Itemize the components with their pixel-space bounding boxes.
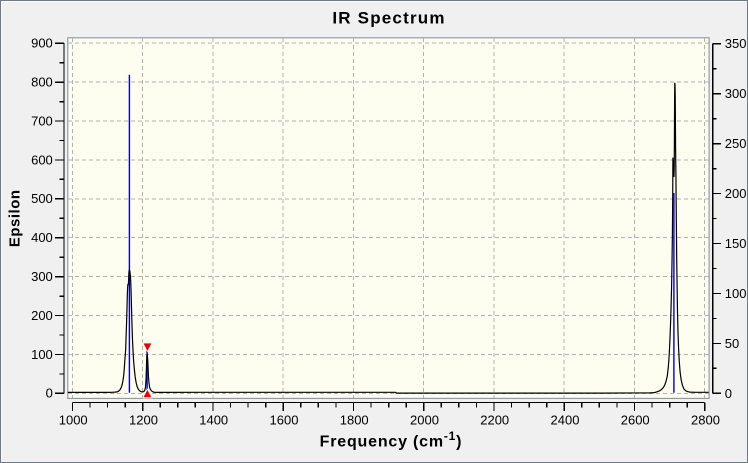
svg-text:200: 200 (725, 186, 747, 201)
svg-text:300: 300 (725, 86, 747, 101)
svg-text:400: 400 (31, 230, 53, 245)
svg-text:200: 200 (31, 308, 53, 323)
svg-text:600: 600 (31, 152, 53, 167)
svg-text:2400: 2400 (551, 413, 580, 428)
svg-text:1200: 1200 (129, 413, 158, 428)
svg-text:900: 900 (31, 36, 53, 51)
svg-text:1600: 1600 (270, 413, 299, 428)
svg-text:1000: 1000 (59, 413, 88, 428)
svg-text:0: 0 (725, 386, 732, 401)
svg-text:50: 50 (725, 336, 739, 351)
svg-text:2600: 2600 (621, 413, 650, 428)
svg-text:100: 100 (31, 347, 53, 362)
svg-text:2000: 2000 (410, 413, 439, 428)
svg-text:Frequency (cm-1): Frequency (cm-1) (320, 429, 463, 451)
svg-text:350: 350 (725, 36, 747, 51)
svg-text:100: 100 (725, 286, 747, 301)
svg-text:300: 300 (31, 269, 53, 284)
svg-text:1800: 1800 (340, 413, 369, 428)
svg-text:250: 250 (725, 136, 747, 151)
svg-text:Epsilon: Epsilon (7, 189, 24, 247)
svg-text:2800: 2800 (691, 413, 720, 428)
svg-text:IR Spectrum: IR Spectrum (332, 9, 445, 28)
svg-text:0: 0 (46, 386, 53, 401)
svg-text:700: 700 (31, 113, 53, 128)
svg-text:500: 500 (31, 191, 53, 206)
svg-text:1400: 1400 (199, 413, 228, 428)
svg-text:150: 150 (725, 236, 747, 251)
svg-text:2200: 2200 (480, 413, 509, 428)
svg-text:800: 800 (31, 75, 53, 90)
